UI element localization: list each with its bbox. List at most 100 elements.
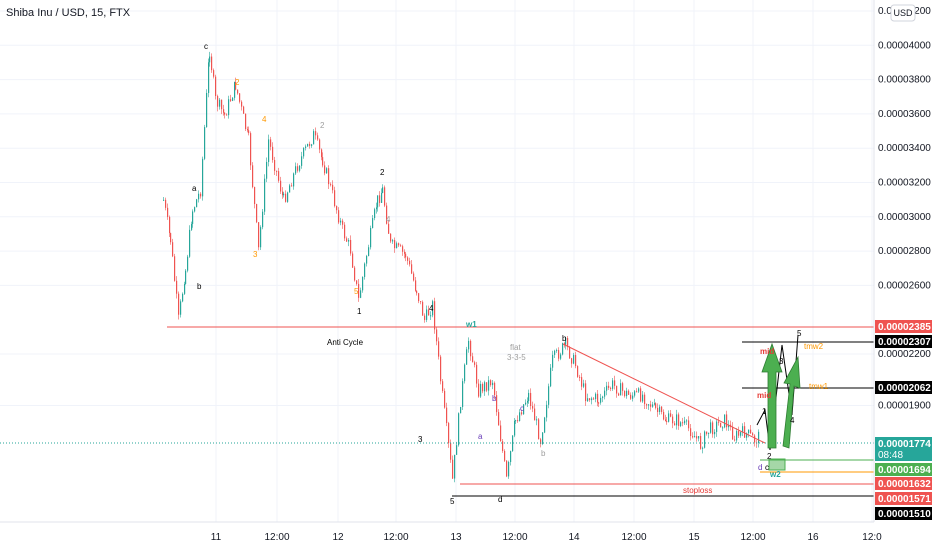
candle-body[interactable]: [344, 224, 346, 239]
candle-body[interactable]: [655, 403, 657, 408]
candle-body[interactable]: [376, 207, 378, 210]
candle-body[interactable]: [474, 362, 476, 365]
candle-body[interactable]: [644, 394, 646, 405]
candle-body[interactable]: [176, 280, 178, 294]
candle-body[interactable]: [409, 260, 411, 265]
candle-body[interactable]: [289, 185, 291, 193]
candle-body[interactable]: [418, 293, 420, 302]
candle-body[interactable]: [640, 388, 642, 402]
candle-body[interactable]: [338, 210, 340, 223]
candle-body[interactable]: [525, 402, 527, 405]
candle-body[interactable]: [295, 166, 297, 174]
candle-body[interactable]: [740, 432, 742, 436]
candle-body[interactable]: [315, 131, 317, 136]
candle-body[interactable]: [571, 358, 573, 364]
candle-body[interactable]: [517, 420, 519, 422]
candle-body[interactable]: [336, 206, 338, 211]
candle-body[interactable]: [377, 195, 379, 208]
candle-body[interactable]: [276, 170, 278, 172]
candle-body[interactable]: [334, 190, 336, 207]
candle-body[interactable]: [595, 393, 597, 400]
candle-body[interactable]: [274, 160, 276, 171]
candle-body[interactable]: [450, 443, 452, 460]
candle-body[interactable]: [226, 114, 228, 116]
candle-body[interactable]: [510, 451, 512, 463]
x-axis[interactable]: 11 12:00 12 12:00 13 12:00 14 12:00 15 12:00 16 12:…: [0, 521, 882, 543]
candle-body[interactable]: [521, 412, 523, 415]
candle-body[interactable]: [750, 429, 752, 434]
candle-body[interactable]: [436, 329, 438, 342]
candle-body[interactable]: [690, 428, 692, 437]
candle-body[interactable]: [544, 417, 546, 433]
candle-body[interactable]: [432, 301, 434, 316]
candle-body[interactable]: [704, 431, 706, 448]
candle-body[interactable]: [305, 146, 307, 148]
candle-body[interactable]: [428, 309, 430, 316]
candle-body[interactable]: [468, 340, 470, 350]
candle-body[interactable]: [482, 384, 484, 392]
candle-body[interactable]: [352, 253, 354, 268]
candle-body[interactable]: [167, 207, 169, 217]
candle-body[interactable]: [234, 81, 236, 98]
candle-body[interactable]: [634, 391, 636, 396]
candle-body[interactable]: [446, 407, 448, 424]
candle-body[interactable]: [330, 184, 332, 186]
candle-body[interactable]: [379, 195, 381, 203]
candle-body[interactable]: [726, 414, 728, 428]
candle-body[interactable]: [368, 247, 370, 256]
candle-body[interactable]: [618, 393, 620, 396]
candle-body[interactable]: [264, 178, 266, 212]
candle-body[interactable]: [696, 436, 698, 439]
candle-body[interactable]: [688, 420, 690, 429]
candle-body[interactable]: [626, 390, 628, 397]
candle-body[interactable]: [215, 76, 217, 97]
candle-body[interactable]: [405, 253, 407, 258]
candle-body[interactable]: [654, 403, 656, 405]
candle-body[interactable]: [508, 462, 510, 477]
candle-body[interactable]: [598, 402, 600, 404]
candle-body[interactable]: [392, 240, 394, 242]
candle-body[interactable]: [583, 383, 585, 387]
candle-body[interactable]: [372, 218, 374, 229]
candle-body[interactable]: [456, 445, 458, 455]
candle-body[interactable]: [589, 398, 591, 401]
candle-body[interactable]: [706, 431, 708, 434]
candle-body[interactable]: [346, 238, 348, 242]
candle-body[interactable]: [256, 204, 258, 223]
candle-body[interactable]: [519, 412, 521, 421]
candle-body[interactable]: [604, 390, 606, 397]
candle-body[interactable]: [438, 341, 440, 357]
candle-body[interactable]: [250, 133, 252, 166]
candle-body[interactable]: [466, 349, 468, 365]
candle-body[interactable]: [243, 106, 245, 114]
candle-body[interactable]: [309, 143, 311, 146]
candle-body[interactable]: [194, 207, 196, 212]
candle-body[interactable]: [663, 411, 665, 420]
candle-body[interactable]: [258, 222, 260, 248]
candle-body[interactable]: [422, 301, 424, 316]
candle-body[interactable]: [593, 398, 595, 400]
candle-body[interactable]: [523, 404, 525, 415]
candle-body[interactable]: [585, 383, 587, 402]
candle-body[interactable]: [442, 381, 444, 391]
candle-body[interactable]: [262, 211, 264, 228]
candle-body[interactable]: [342, 220, 344, 225]
candle-body[interactable]: [472, 356, 474, 363]
candle-body[interactable]: [454, 454, 456, 479]
candle-body[interactable]: [534, 408, 536, 421]
candle-body[interactable]: [356, 280, 358, 284]
candle-body[interactable]: [404, 251, 406, 254]
candle-body[interactable]: [579, 376, 581, 378]
candle-body[interactable]: [390, 233, 392, 242]
candle-body[interactable]: [720, 422, 722, 428]
candle-body[interactable]: [591, 398, 593, 401]
candle-body[interactable]: [610, 387, 612, 389]
candle-body[interactable]: [430, 315, 432, 317]
candle-body[interactable]: [746, 433, 748, 438]
candle-body[interactable]: [536, 419, 538, 421]
candle-body[interactable]: [577, 366, 579, 377]
candle-body[interactable]: [272, 146, 274, 161]
candle-body[interactable]: [362, 276, 364, 291]
candle-body[interactable]: [458, 413, 460, 446]
